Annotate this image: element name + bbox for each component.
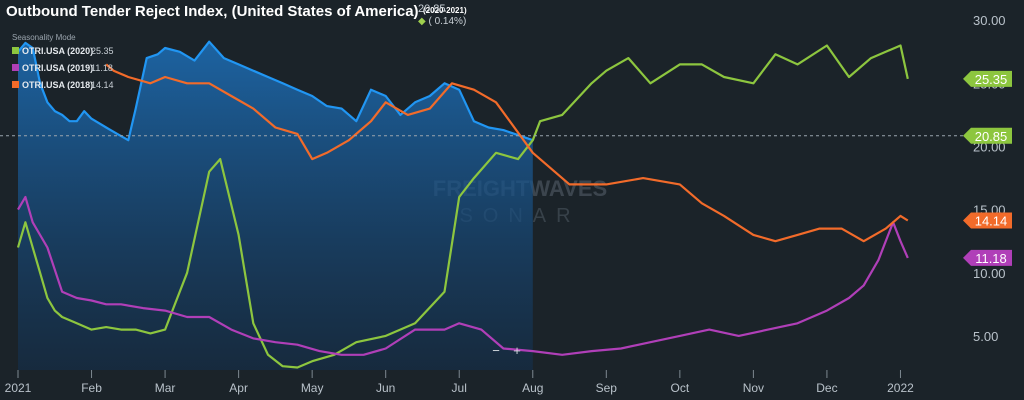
change-indicator: ◆ ( 0.14%)	[418, 16, 466, 27]
x-tick-label: 2021	[5, 381, 32, 395]
series-line-0[interactable]	[17, 40, 534, 142]
current-value: 20.85	[418, 3, 446, 15]
end-value-label-2-text: 11.18	[975, 251, 1007, 266]
reference-value-label-text: 20.85	[975, 129, 1008, 144]
legend-swatch-2019	[12, 64, 19, 71]
legend-swatch-2018	[12, 81, 19, 88]
x-tick-label: Apr	[229, 381, 248, 395]
x-tick-label: Feb	[81, 381, 102, 395]
legend-item-2020[interactable]: OTRI.USA (2020) 25.35	[12, 46, 114, 56]
chart-title-suffix: (2020-2021)	[423, 6, 467, 15]
legend-value: 11.18	[91, 63, 113, 73]
change-text: ( 0.14%)	[428, 16, 467, 27]
zoom-out-button[interactable]: −	[492, 343, 500, 358]
series-area-current	[18, 41, 533, 370]
x-tick-label: Dec	[816, 381, 837, 395]
series-line-1[interactable]	[16, 44, 909, 369]
chart-title: Outbound Tender Reject Index, (United St…	[6, 3, 419, 20]
reference-value-label-tag	[963, 127, 1012, 144]
end-value-label-0-text: 25.35	[975, 72, 1008, 87]
y-tick-label: 10.00	[973, 266, 1006, 281]
x-tick-label: May	[301, 381, 324, 395]
series-line-3[interactable]	[105, 63, 909, 243]
chart-title-row: Outbound Tender Reject Index, (United St…	[6, 3, 467, 21]
legend-label: OTRI.USA (2018)	[22, 80, 94, 90]
y-tick-label: 5.00	[973, 329, 998, 344]
legend-swatch-2020	[12, 47, 19, 54]
end-value-label-2-tag	[963, 249, 1012, 266]
x-tick-label: Jun	[376, 381, 395, 395]
end-value-label-0-tag	[963, 70, 1012, 87]
x-tick-label: 2022	[887, 381, 914, 395]
legend-value: 25.35	[91, 46, 114, 56]
x-tick-label: Nov	[743, 381, 764, 395]
zoom-in-button[interactable]: +	[513, 343, 521, 358]
legend-item-2018[interactable]: OTRI.USA (2018) 14.14	[12, 80, 114, 90]
x-tick-label: Aug	[522, 381, 543, 395]
x-tick-label: Mar	[155, 381, 176, 395]
legend-item-2019[interactable]: OTRI.USA (2019) 11.18	[12, 63, 113, 73]
legend-label: OTRI.USA (2020)	[22, 46, 94, 56]
end-value-label-1: 14.14	[963, 212, 1012, 229]
end-value-label-1-tag	[963, 212, 1012, 229]
legend-label: OTRI.USA (2019)	[22, 63, 94, 73]
end-value-label-1-text: 14.14	[975, 213, 1008, 228]
up-arrow-icon: ◆	[418, 16, 426, 27]
y-tick-label: 30.00	[973, 13, 1006, 28]
x-tick-label: Sep	[596, 381, 618, 395]
end-value-label-2: 11.18	[963, 249, 1012, 266]
seasonality-mode-label: Seasonality Mode	[12, 33, 76, 42]
end-value-label-0: 25.35	[963, 70, 1012, 87]
reference-value-label: 20.85	[963, 127, 1012, 144]
legend-value: 14.14	[91, 80, 114, 90]
x-tick-label: Oct	[671, 381, 690, 395]
x-tick-label: Jul	[452, 381, 467, 395]
series-line-2[interactable]	[17, 195, 909, 356]
